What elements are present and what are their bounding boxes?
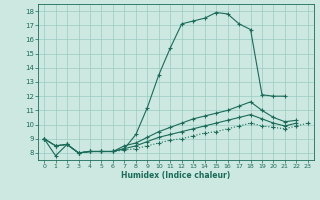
X-axis label: Humidex (Indice chaleur): Humidex (Indice chaleur)	[121, 171, 231, 180]
